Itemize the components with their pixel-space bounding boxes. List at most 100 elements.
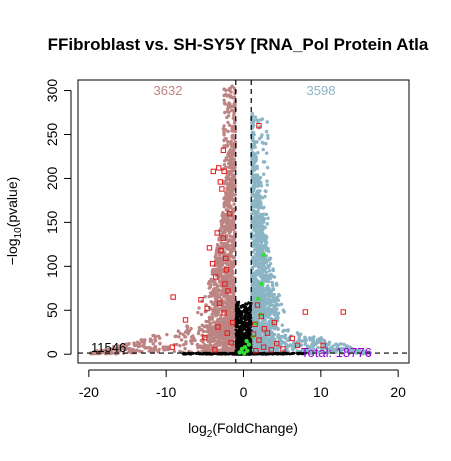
up-point: [274, 281, 279, 286]
down-point: [222, 196, 226, 201]
total-label: Total: 18776: [301, 345, 372, 360]
up-point: [312, 335, 316, 339]
down-point: [229, 303, 233, 308]
down-point: [195, 342, 200, 347]
up-point: [255, 281, 259, 285]
down-point: [197, 306, 201, 310]
down-point: [230, 174, 235, 179]
up-point: [253, 312, 257, 316]
up-point: [250, 194, 254, 198]
up-point: [253, 273, 257, 277]
up-point: [263, 217, 267, 221]
down-point: [230, 152, 235, 156]
highlighted-red-points: [169, 123, 346, 354]
down-point: [183, 347, 187, 351]
highlighted-point: [225, 288, 231, 294]
down-point: [220, 305, 225, 309]
down-point: [227, 87, 231, 91]
down-point: [218, 266, 223, 270]
down-point: [228, 170, 232, 174]
down-point: [232, 169, 236, 173]
up-point: [265, 179, 269, 183]
up-point: [255, 217, 259, 221]
up-point: [302, 348, 307, 352]
up-point: [272, 337, 277, 341]
down-point: [210, 317, 214, 321]
up-point: [264, 261, 268, 265]
up-point: [251, 175, 255, 179]
down-point: [227, 229, 231, 233]
up-point: [253, 204, 257, 209]
up-point: [316, 346, 320, 350]
up-point: [267, 269, 272, 273]
up-point: [261, 319, 265, 323]
down-point: [228, 238, 232, 242]
up-point: [333, 349, 338, 353]
ns-point: [237, 329, 241, 332]
x-axis: -20 -10 0 10 20: [79, 369, 406, 400]
down-point: [232, 198, 236, 202]
highlighted-point: [222, 281, 228, 287]
down-point: [231, 301, 236, 306]
down-point: [220, 260, 224, 265]
down-point: [209, 294, 213, 298]
up-point: [250, 212, 254, 216]
highlighted-point: [289, 335, 295, 342]
up-point: [260, 230, 264, 235]
down-point: [205, 329, 209, 334]
green-highlight-point: [255, 296, 261, 302]
up-point: [352, 350, 356, 355]
ns-point: [283, 351, 286, 355]
up-point: [254, 278, 259, 282]
down-point: [131, 347, 135, 352]
down-point: [153, 339, 158, 343]
down-point: [151, 342, 156, 346]
ns-point: [191, 352, 195, 355]
ns-point: [238, 309, 242, 313]
ns-point: [299, 352, 303, 355]
down-point: [153, 334, 158, 339]
down-point: [178, 344, 182, 348]
y-axis: 0 50 100 150 200 250 300: [44, 79, 72, 358]
down-point: [227, 222, 231, 226]
down-point: [231, 224, 236, 228]
up-point: [252, 240, 256, 244]
down-point: [213, 305, 217, 310]
down-point: [230, 181, 234, 185]
down-point: [222, 87, 226, 92]
highlighted-point: [226, 210, 233, 217]
up-point: [251, 133, 255, 137]
down-point: [127, 342, 131, 346]
up-point: [316, 350, 320, 354]
down-point: [222, 224, 227, 229]
down-point: [223, 102, 227, 106]
ns-point: [245, 331, 249, 334]
up-point: [264, 243, 268, 248]
up-point: [251, 315, 256, 319]
down-point: [226, 120, 230, 125]
ns-point: [249, 301, 253, 305]
down-point: [215, 267, 220, 271]
up-point: [264, 129, 269, 134]
highlighted-point: [218, 247, 224, 254]
up-point: [308, 338, 312, 342]
down-point: [225, 203, 229, 207]
up-point: [329, 346, 333, 350]
up-point: [265, 270, 269, 274]
down-point: [223, 212, 228, 217]
up-point: [283, 341, 287, 345]
down-point: [222, 205, 226, 209]
down-point: [179, 338, 184, 342]
down-point: [214, 287, 218, 291]
down-point: [196, 310, 200, 315]
down-point: [212, 293, 216, 298]
up-point: [265, 235, 269, 239]
ns-point: [239, 314, 243, 318]
up-point: [266, 343, 271, 347]
highlighted-point: [256, 123, 262, 129]
up-point: [261, 260, 265, 265]
up-point: [251, 208, 255, 212]
up-point: [266, 246, 270, 251]
down-point: [223, 261, 228, 265]
down-point: [177, 335, 181, 339]
